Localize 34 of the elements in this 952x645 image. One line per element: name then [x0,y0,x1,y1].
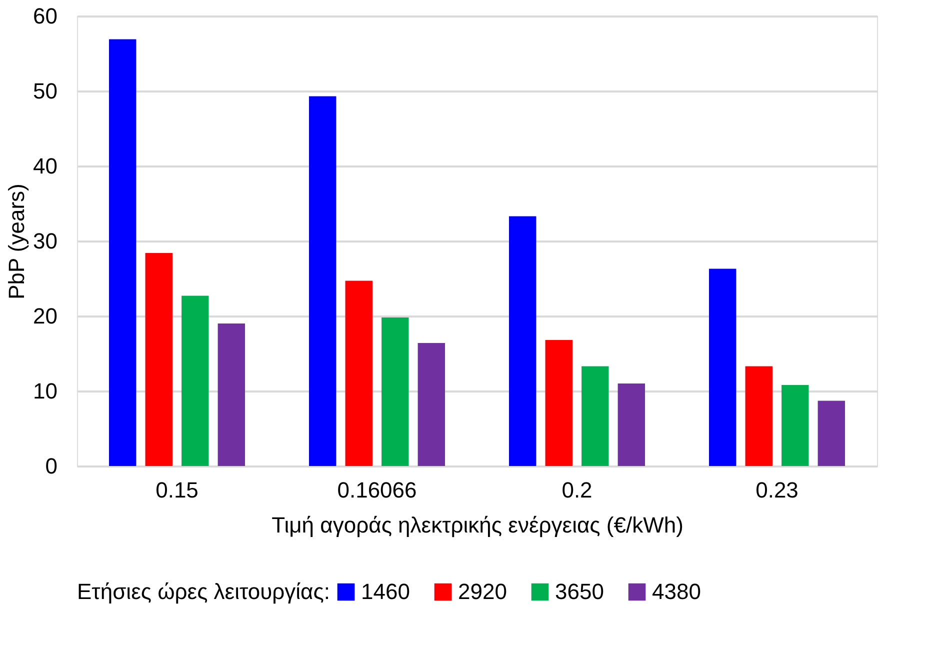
bar [709,268,736,466]
y-axis-title: PbP (years) [4,184,30,300]
bar [782,385,809,466]
x-tick-label: 0.2 [562,478,592,502]
bar [309,96,336,466]
bar [382,318,409,466]
bar [509,216,536,466]
bar [745,366,772,466]
legend-label: 2920 [458,579,507,604]
x-tick-label: 0.23 [756,478,798,502]
legend-label: 3650 [555,579,604,604]
legend-title: Ετήσιες ώρες λειτουργίας: [77,579,330,604]
bar [582,366,609,466]
legend-label: 4380 [652,579,701,604]
bar [418,343,445,466]
bar [545,340,572,466]
bar [618,384,645,466]
x-axis-title: Τιμή αγοράς ηλεκτρικής ενέργειας (€/kWh) [272,512,684,538]
y-tick-label: 10 [33,378,58,404]
bar [345,280,372,466]
bar [109,39,136,466]
x-tick-label: 0.16066 [337,478,417,502]
y-tick-label: 40 [33,154,58,178]
bar [818,400,845,466]
bar [145,253,172,466]
y-tick-label: 0 [45,454,58,478]
bar [182,296,209,466]
y-tick-label: 30 [33,228,58,254]
y-tick-label: 60 [33,4,58,28]
y-tick-label: 50 [33,78,58,104]
y-tick-label: 20 [33,304,58,328]
legend-label: 1460 [361,579,410,604]
x-tick-label: 0.15 [156,478,198,502]
bar [218,324,245,466]
